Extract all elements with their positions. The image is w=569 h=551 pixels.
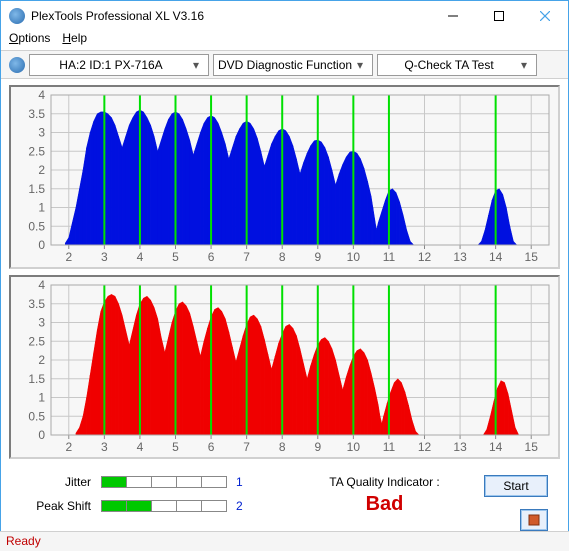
jitter-row: Jitter 1 [21, 475, 301, 489]
svg-text:15: 15 [525, 250, 539, 264]
window-title: PlexTools Professional XL V3.16 [31, 9, 430, 23]
svg-text:2: 2 [38, 353, 45, 367]
svg-text:12: 12 [418, 250, 432, 264]
ta-quality-value: Bad [301, 493, 468, 516]
svg-text:3: 3 [38, 126, 45, 140]
results-area: Jitter 1 Peak Shift 2 TA Quality Indicat… [9, 465, 560, 537]
svg-text:11: 11 [383, 250, 396, 264]
svg-text:15: 15 [525, 440, 539, 454]
svg-text:13: 13 [453, 250, 467, 264]
svg-text:1.5: 1.5 [28, 182, 45, 196]
status-text: Ready [6, 534, 41, 548]
svg-text:2: 2 [65, 440, 72, 454]
svg-text:4: 4 [38, 278, 45, 292]
stop-button[interactable] [520, 509, 548, 531]
peakshift-bar [101, 500, 226, 512]
window-titlebar: PlexTools Professional XL V3.16 [1, 1, 568, 31]
drive-select-text: HA:2 ID:1 PX-716A [34, 58, 188, 72]
svg-text:3: 3 [38, 316, 45, 330]
start-button[interactable]: Start [484, 475, 548, 497]
results-right: Start [468, 469, 548, 531]
stop-icon [528, 514, 540, 526]
svg-text:13: 13 [453, 440, 467, 454]
chart-bottom: 0 0.5 1 1.5 2 2.5 3 3.5 4 2 3 4 5 6 7 8 9 10 11 12 13 14 15 [11, 277, 559, 457]
svg-text:3: 3 [101, 250, 108, 264]
svg-text:5: 5 [172, 250, 179, 264]
svg-text:3.5: 3.5 [28, 297, 45, 311]
svg-text:1.5: 1.5 [28, 372, 45, 386]
jitter-bar [101, 476, 226, 488]
svg-text:0.5: 0.5 [28, 219, 45, 233]
svg-text:11: 11 [383, 440, 396, 454]
svg-text:8: 8 [279, 440, 286, 454]
chart-bottom-panel: 0 0.5 1 1.5 2 2.5 3 3.5 4 2 3 4 5 6 7 8 9 10 11 12 13 14 15 [9, 275, 560, 459]
statusbar: Ready [0, 531, 569, 551]
close-button[interactable] [522, 1, 568, 31]
minimize-button[interactable] [430, 1, 476, 31]
svg-text:7: 7 [243, 440, 250, 454]
svg-text:2: 2 [38, 163, 45, 177]
drive-icon [9, 57, 25, 73]
drive-select[interactable]: HA:2 ID:1 PX-716A ▾ [29, 54, 209, 76]
chevron-down-icon: ▾ [516, 58, 532, 72]
svg-text:5: 5 [172, 440, 179, 454]
ta-quality-label: TA Quality Indicator : [301, 475, 468, 489]
svg-text:2.5: 2.5 [28, 144, 45, 158]
results-mid: TA Quality Indicator : Bad [301, 469, 468, 516]
svg-text:14: 14 [489, 440, 503, 454]
svg-text:6: 6 [208, 440, 215, 454]
svg-text:3.5: 3.5 [28, 107, 45, 121]
results-left: Jitter 1 Peak Shift 2 [21, 469, 301, 523]
svg-text:9: 9 [314, 440, 321, 454]
svg-text:10: 10 [347, 440, 361, 454]
chart-top-panel: 0 0.5 1 1.5 2 2.5 3 3.5 4 2 3 4 5 6 7 8 9 10 11 12 13 14 15 [9, 85, 560, 269]
svg-text:3: 3 [101, 440, 108, 454]
svg-text:1: 1 [38, 391, 45, 405]
svg-text:4: 4 [38, 88, 45, 102]
peakshift-row: Peak Shift 2 [21, 499, 301, 513]
svg-text:9: 9 [314, 250, 321, 264]
svg-text:1: 1 [38, 201, 45, 215]
menubar: Options Help [1, 31, 568, 51]
svg-text:6: 6 [208, 250, 215, 264]
peakshift-label: Peak Shift [21, 499, 91, 513]
svg-text:2.5: 2.5 [28, 334, 45, 348]
svg-text:0.5: 0.5 [28, 409, 45, 423]
svg-text:4: 4 [137, 250, 144, 264]
toolbar: HA:2 ID:1 PX-716A ▾ DVD Diagnostic Funct… [1, 51, 568, 79]
maximize-button[interactable] [476, 1, 522, 31]
svg-text:0: 0 [38, 428, 45, 442]
function-select-text: DVD Diagnostic Functions [218, 58, 352, 72]
content-area: 00.511.522.533.5423456789101112131415 00… [1, 79, 568, 543]
svg-text:8: 8 [279, 250, 286, 264]
test-select[interactable]: Q-Check TA Test ▾ [377, 54, 537, 76]
app-icon [9, 8, 25, 24]
menu-help[interactable]: Help [62, 31, 87, 50]
chevron-down-icon: ▾ [352, 58, 368, 72]
chart-top: 0 0.5 1 1.5 2 2.5 3 3.5 4 2 3 4 5 6 7 8 9 10 11 12 13 14 15 [11, 87, 559, 267]
jitter-label: Jitter [21, 475, 91, 489]
svg-text:2: 2 [65, 250, 72, 264]
function-select[interactable]: DVD Diagnostic Functions ▾ [213, 54, 373, 76]
svg-text:14: 14 [489, 250, 503, 264]
svg-text:10: 10 [347, 250, 361, 264]
peakshift-value: 2 [236, 499, 243, 513]
svg-text:4: 4 [137, 440, 144, 454]
svg-text:12: 12 [418, 440, 432, 454]
menu-options[interactable]: Options [9, 31, 50, 50]
svg-text:0: 0 [38, 238, 45, 252]
jitter-value: 1 [236, 475, 243, 489]
test-select-text: Q-Check TA Test [382, 58, 516, 72]
svg-text:7: 7 [243, 250, 250, 264]
chevron-down-icon: ▾ [188, 58, 204, 72]
